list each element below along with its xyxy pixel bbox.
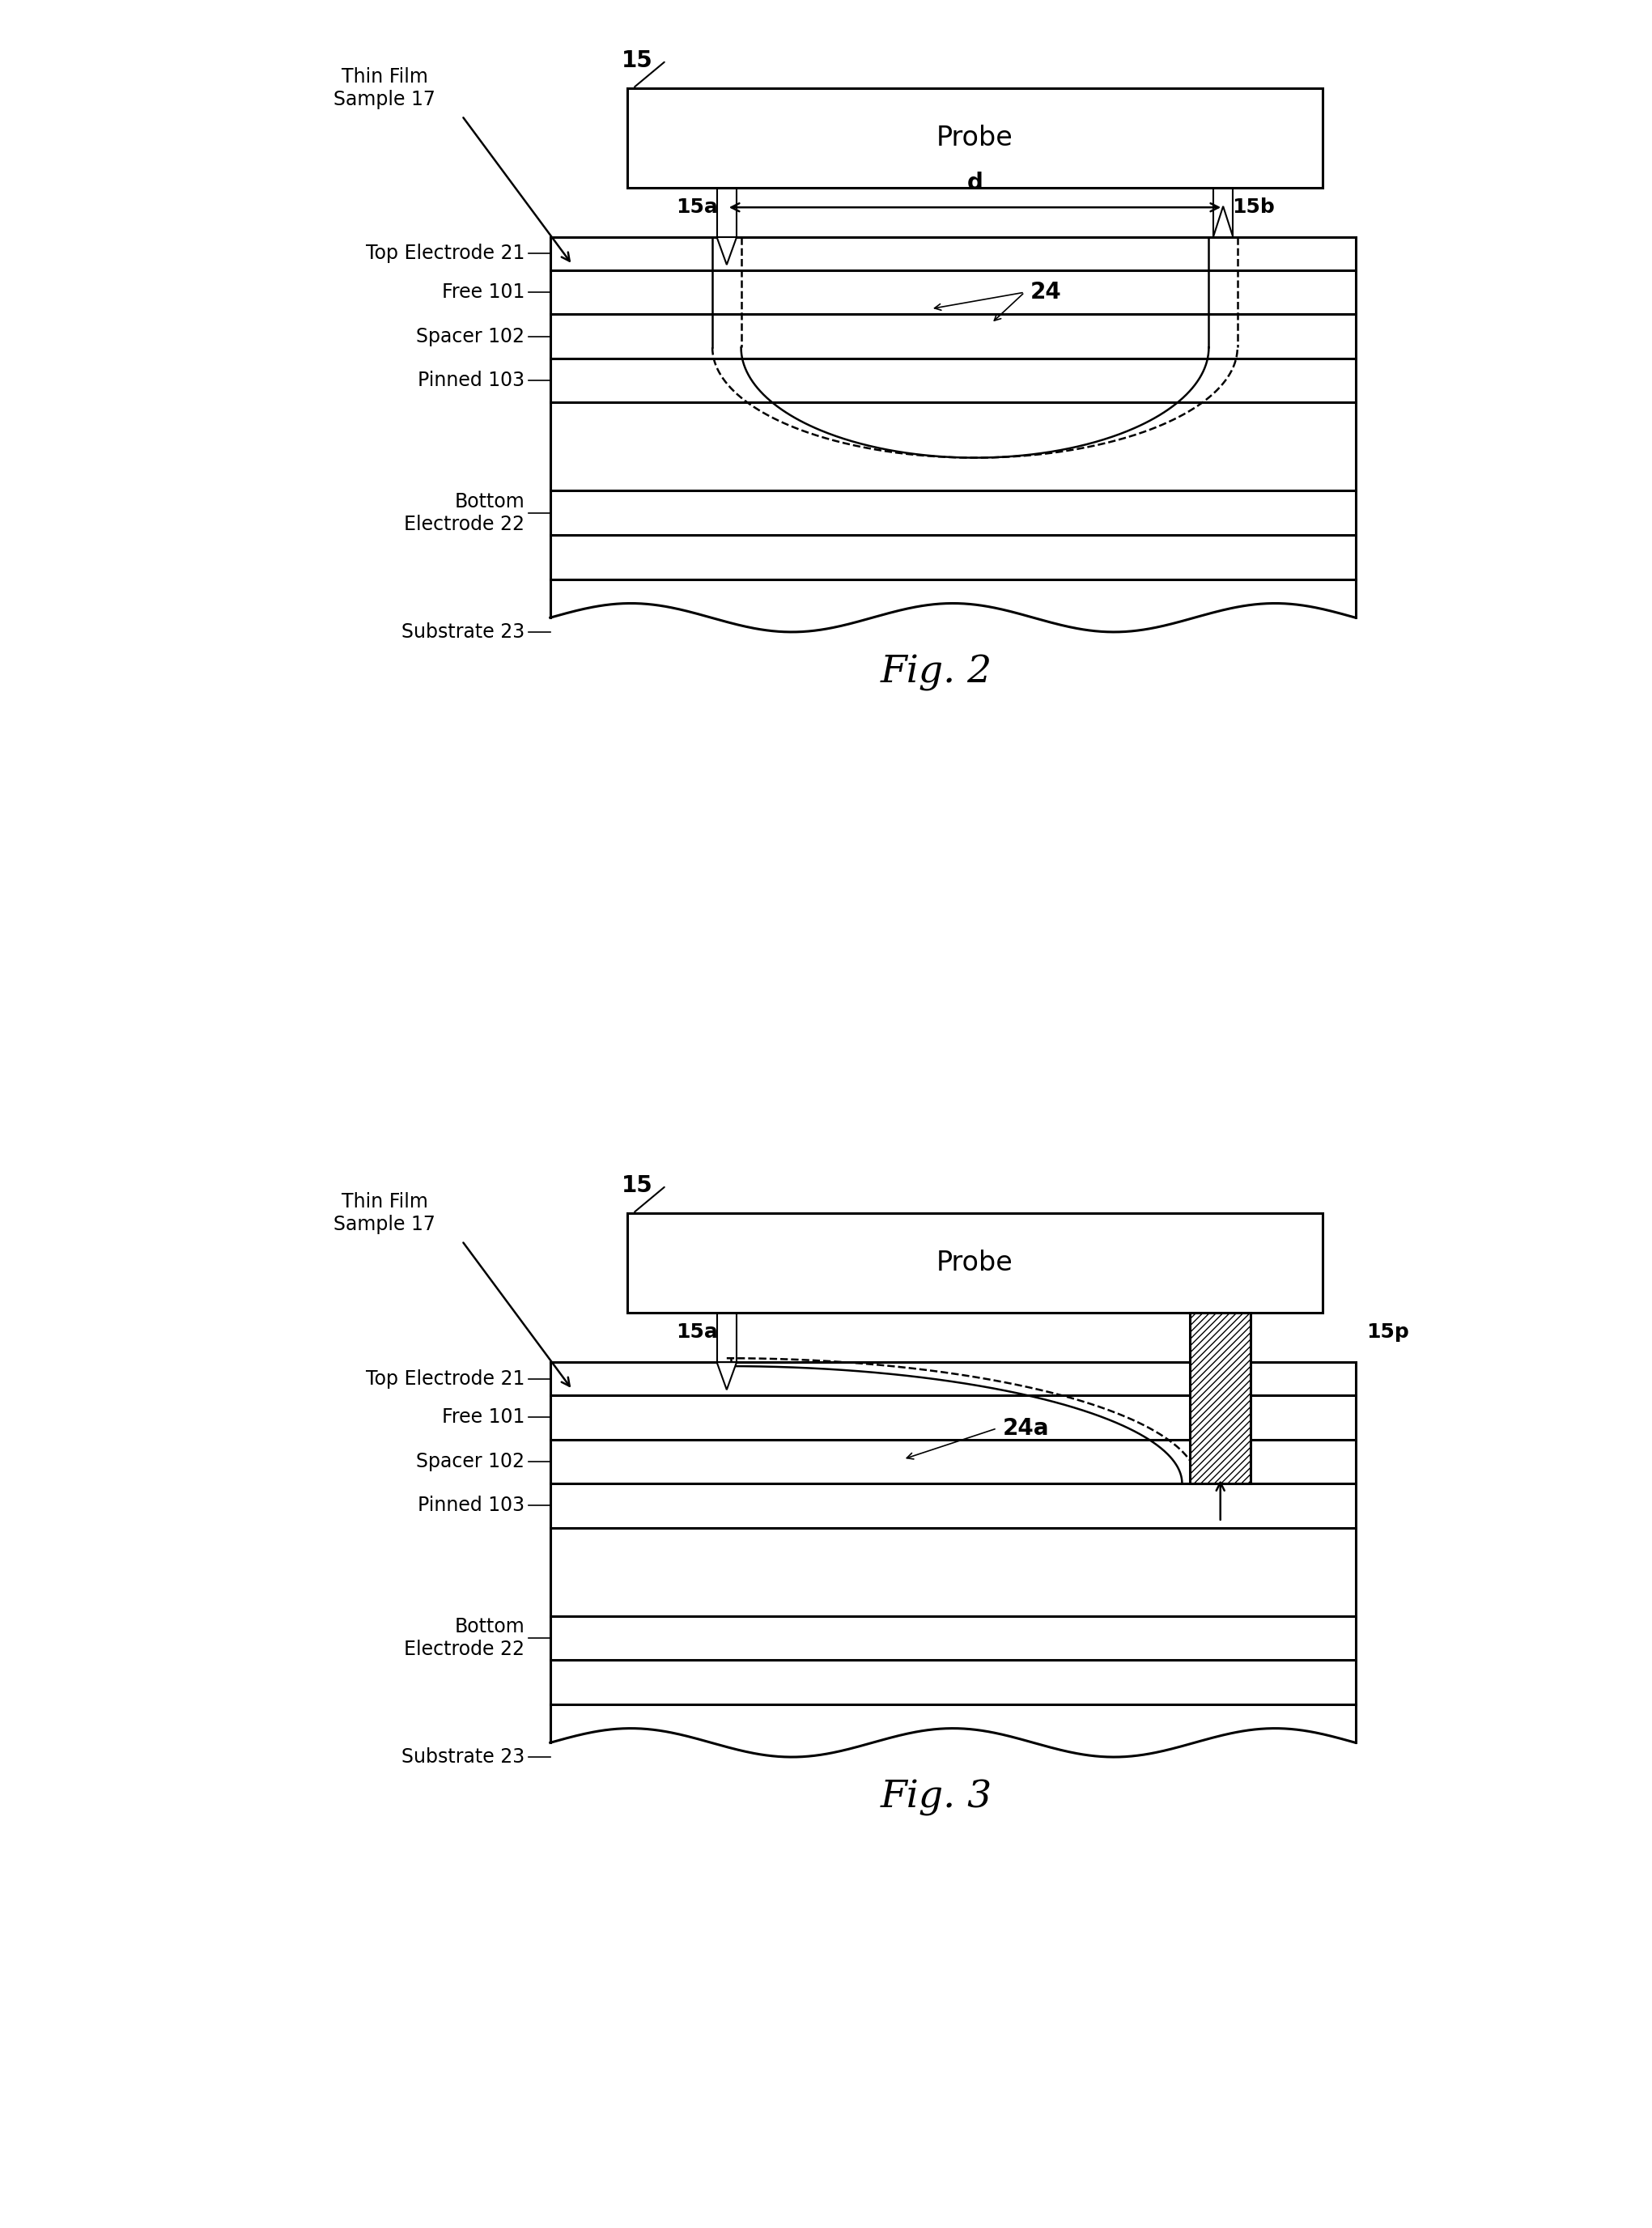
Text: Probe: Probe [937, 125, 1013, 152]
Polygon shape [717, 1361, 737, 1390]
Text: 15: 15 [621, 1174, 653, 1196]
Text: Fig. 3: Fig. 3 [881, 1780, 993, 1816]
Text: 24a: 24a [1003, 1417, 1049, 1439]
Text: Pinned 103: Pinned 103 [418, 370, 525, 390]
Text: Top Electrode 21: Top Electrode 21 [365, 1368, 525, 1388]
Text: 15a: 15a [676, 1323, 719, 1341]
Text: 15b: 15b [1232, 198, 1275, 216]
Text: 15: 15 [621, 49, 653, 71]
Text: Fig. 2: Fig. 2 [881, 655, 993, 691]
Text: Bottom
Electrode 22: Bottom Electrode 22 [405, 492, 525, 535]
Text: Thin Film
Sample 17: Thin Film Sample 17 [334, 1192, 436, 1234]
Text: Top Electrode 21: Top Electrode 21 [365, 245, 525, 263]
Text: Bottom
Electrode 22: Bottom Electrode 22 [405, 1618, 525, 1660]
Text: Free 101: Free 101 [443, 283, 525, 303]
Text: Probe: Probe [937, 1250, 1013, 1277]
Bar [628, 89, 1322, 187]
Polygon shape [717, 236, 737, 265]
Text: 15p: 15p [1366, 1323, 1409, 1341]
Text: 24: 24 [1031, 281, 1062, 303]
Text: Free 101: Free 101 [443, 1408, 525, 1426]
Text: Pinned 103: Pinned 103 [418, 1495, 525, 1515]
Bar [1189, 1312, 1251, 1484]
Bar [628, 1214, 1322, 1312]
Text: 15a: 15a [676, 198, 719, 216]
Text: Spacer 102: Spacer 102 [416, 328, 525, 345]
Text: Substrate 23: Substrate 23 [401, 1747, 525, 1767]
Text: Substrate 23: Substrate 23 [401, 622, 525, 642]
Text: d: d [966, 172, 983, 194]
Polygon shape [1213, 207, 1232, 236]
Text: Spacer 102: Spacer 102 [416, 1453, 525, 1470]
Text: Thin Film
Sample 17: Thin Film Sample 17 [334, 67, 436, 109]
